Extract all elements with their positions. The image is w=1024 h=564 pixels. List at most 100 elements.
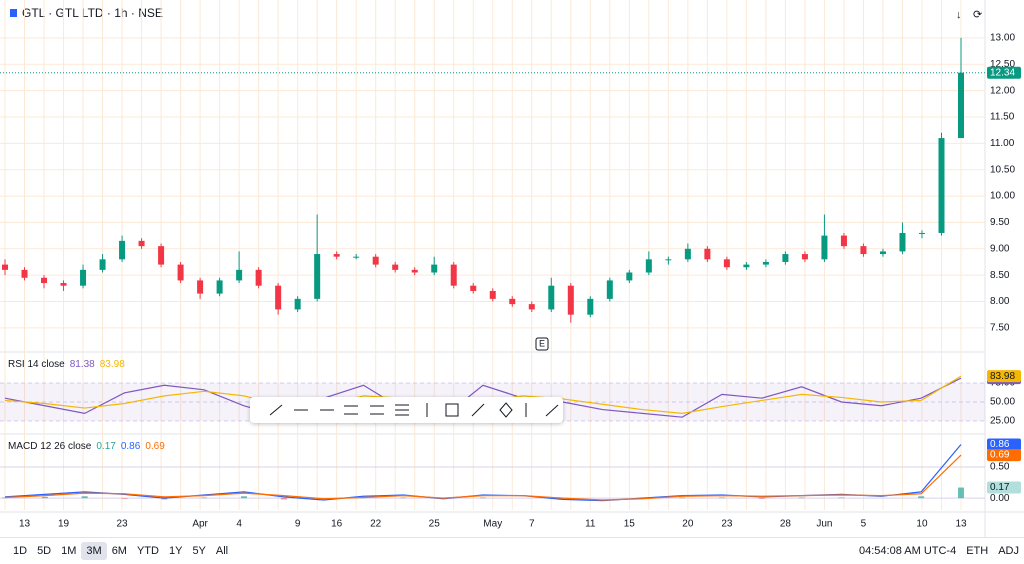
y-tick-label: 7.50 (990, 322, 1010, 333)
price-badge (987, 481, 1021, 494)
x-tick-label: 23 (721, 519, 733, 530)
toolbar-item[interactable]: 1M (61, 545, 77, 557)
chart-title: GTL · GTL LTD · 1h · NSE (22, 6, 163, 20)
candle-body (158, 246, 165, 265)
event-box (535, 337, 549, 351)
candle-body (567, 285, 574, 315)
toolbar-item[interactable]: 5D (37, 545, 52, 557)
price-badge (987, 370, 1021, 383)
candle-body (840, 235, 847, 247)
y-tick-label: 0.00 (990, 493, 1010, 504)
candle-body (2, 264, 8, 270)
toolbar-item[interactable]: 1D (13, 545, 28, 557)
y-tick-label: 25.00 (990, 416, 1015, 427)
y-tick-label: 12.00 (990, 85, 1015, 96)
candle-body (606, 280, 613, 299)
y-tick-label: 10.00 (990, 191, 1015, 202)
candle-body (626, 272, 633, 281)
toolbar-item[interactable]: 5Y (192, 545, 206, 557)
histogram-bar (121, 498, 128, 499)
candle-body (372, 256, 379, 265)
candle-body (918, 232, 925, 234)
candle-body (509, 298, 516, 305)
price-badge (987, 66, 1021, 79)
candle-body (645, 259, 652, 273)
price-badge (987, 449, 1021, 462)
indicator-value: 81.38 (70, 359, 95, 370)
histogram-bar (161, 498, 168, 500)
chart: GTL · GTL LTD · 1h · NSE ↓ ⟳ 7.50 8.00 8.5… (0, 0, 1024, 537)
candle-body (879, 251, 886, 255)
candle-body (197, 280, 204, 294)
y-tick-label: 11.50 (990, 112, 1015, 123)
event-marker: E (539, 338, 545, 348)
candle-body (450, 264, 457, 286)
y-tick-label: 12.50 (990, 59, 1015, 70)
candle-body (801, 254, 808, 260)
toolbar-item[interactable]: All (215, 545, 229, 557)
histogram-bar (241, 496, 247, 499)
y-tick-label: 11.00 (990, 138, 1015, 149)
candle-body (489, 290, 496, 299)
histogram-bar (41, 496, 48, 499)
x-tick-label: 5 (861, 519, 867, 530)
candle-body (821, 235, 828, 260)
candle-body (470, 285, 477, 291)
candle-body (216, 280, 223, 294)
y-tick-label: 9.00 (990, 243, 1010, 254)
histogram-bar (2, 497, 8, 499)
indicator-value: 0.69 (145, 441, 165, 452)
candle-body (294, 298, 301, 310)
candle-body (723, 259, 730, 268)
price-badge-label: 12.34 (990, 67, 1015, 78)
candle-body (119, 240, 126, 260)
candle-body (528, 304, 535, 310)
histogram-bar (918, 496, 925, 499)
candle-body (958, 72, 964, 139)
candle-body (275, 285, 282, 310)
toolbar-item[interactable]: 1Y (168, 545, 183, 557)
candle-body (236, 269, 243, 281)
x-tick-label: 13 (955, 519, 967, 530)
price-badge-label: 0.69 (990, 450, 1010, 461)
x-tick-label: 13 (19, 519, 31, 530)
indicator-title: RSI 14 close 81.38 83.98 (8, 359, 125, 370)
toolbar-item[interactable]: ETH (966, 545, 989, 557)
toolbar-item[interactable]: 3M (81, 542, 107, 560)
indicator-value: 0.17 (96, 441, 116, 452)
toolbar-item[interactable]: YTD (136, 545, 159, 557)
candle-body (41, 277, 48, 284)
tool-icons (269, 402, 559, 418)
x-tick-label: 22 (370, 519, 382, 530)
candle-body (138, 240, 145, 247)
histogram-bar (201, 497, 208, 499)
x-tick-label: 10 (916, 519, 928, 530)
candle-body (684, 248, 691, 260)
candle-body (255, 269, 262, 286)
histogram-bar (400, 497, 407, 499)
y-tick-label: 10.50 (990, 164, 1015, 175)
x-tick-label: 7 (529, 519, 535, 530)
bottom-toolbar: 1D 5D 1M 3M 6M YTD 1Y 5Y All 04:54:08 AM UTC-4 ETH… (0, 537, 1024, 564)
candle-body (860, 246, 867, 255)
drawing-toolbar[interactable] (250, 397, 563, 423)
x-tick-label: 9 (295, 519, 301, 530)
candle-body (177, 264, 184, 281)
candle-body (392, 264, 399, 270)
histogram-bar (758, 498, 765, 499)
candle-body (548, 285, 555, 310)
toolbar-item[interactable]: 6M (111, 545, 127, 557)
toolbar-item[interactable]: ADJ (998, 545, 1019, 557)
indicator-line (4, 377, 962, 418)
scroll-button[interactable]: ↓ (956, 9, 962, 21)
histogram-bar (958, 487, 964, 499)
price-badge (987, 438, 1021, 451)
histogram-bar (81, 496, 88, 499)
candle-body (899, 232, 906, 252)
indicator-line (4, 454, 962, 501)
x-tick-label: Apr (192, 519, 208, 530)
histogram-bar (798, 497, 805, 499)
reset-button[interactable]: ⟳ (973, 9, 982, 21)
candle-body (353, 256, 360, 258)
